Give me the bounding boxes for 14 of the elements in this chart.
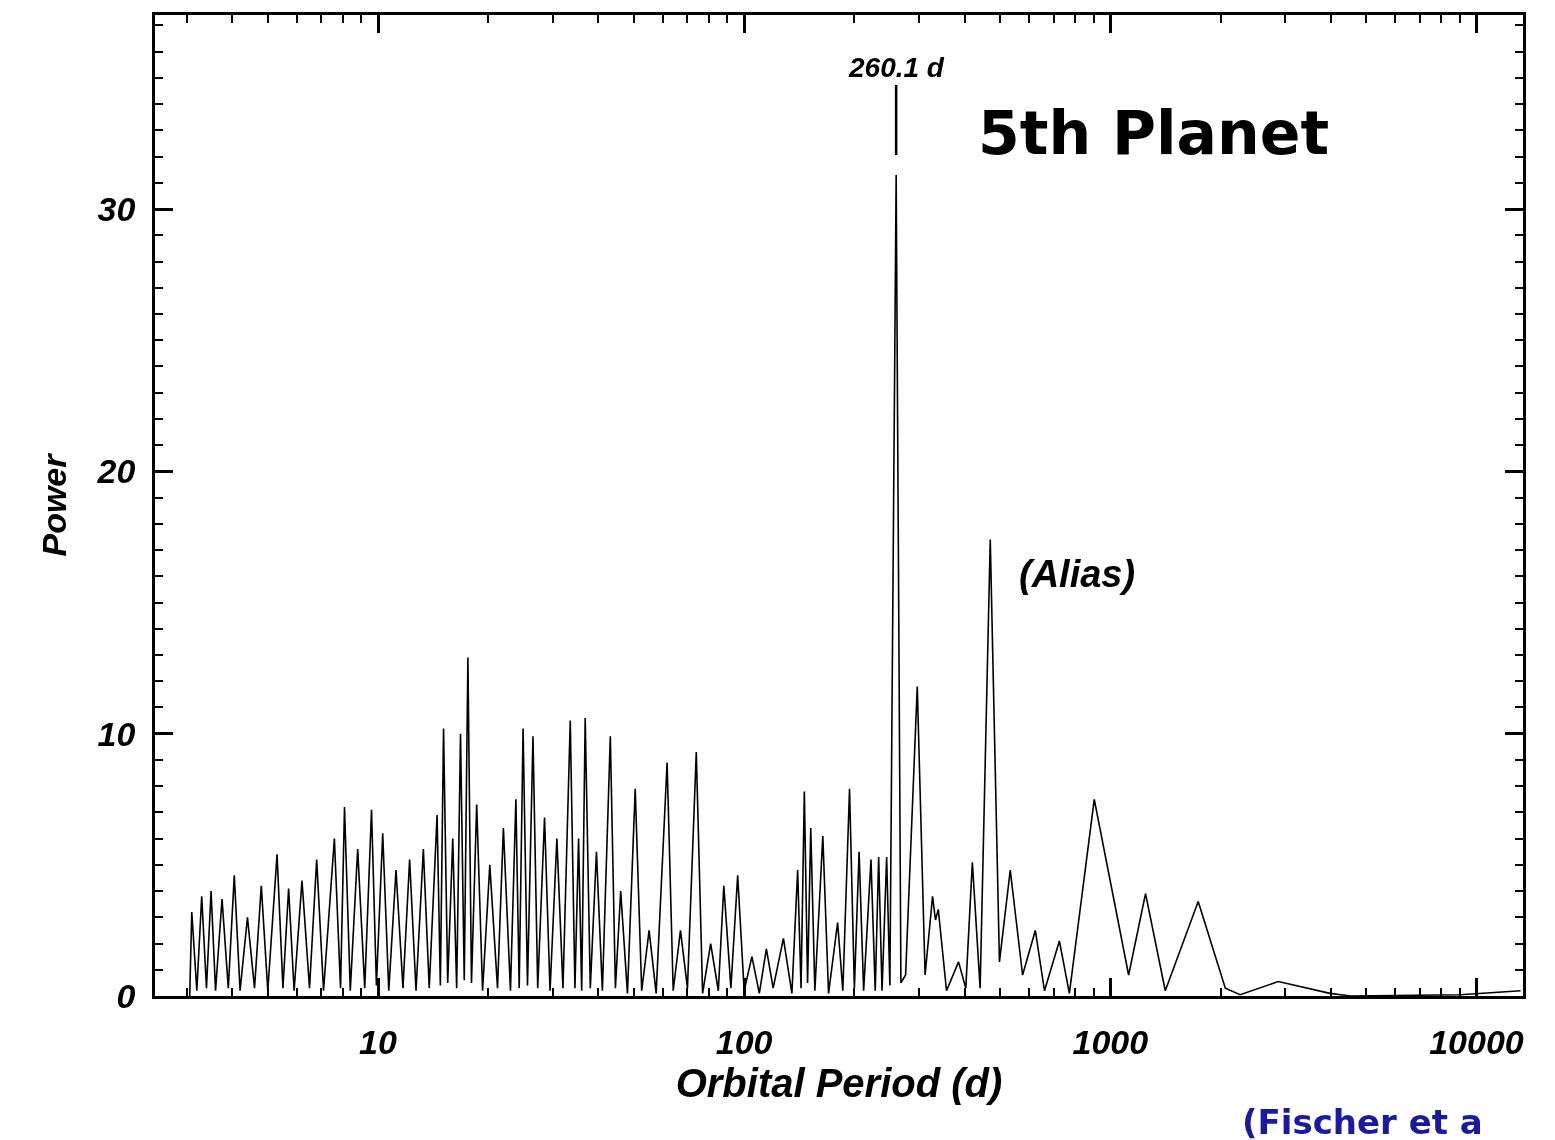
annotation: 260.1 d <box>848 52 945 83</box>
text: (Fischer et a <box>1242 1102 1483 1140</box>
y-axis-title: Power <box>35 452 74 557</box>
x-tick-label: 10 <box>359 1022 398 1061</box>
annotation: 5th Planet <box>978 98 1330 168</box>
y-tick-label: 20 <box>96 452 136 491</box>
x-tick-label: 1000 <box>1072 1022 1149 1061</box>
y-tick-label: 30 <box>97 190 136 228</box>
x-tick-label: 10000 <box>1429 1022 1524 1061</box>
y-tick-label: 0 <box>116 976 136 1015</box>
y-tick-label: 10 <box>97 714 136 753</box>
x-axis-title: Orbital Period (d) <box>675 1061 1003 1106</box>
x-tick-label: 100 <box>715 1022 773 1061</box>
annotation: (Alias) <box>1019 553 1136 595</box>
